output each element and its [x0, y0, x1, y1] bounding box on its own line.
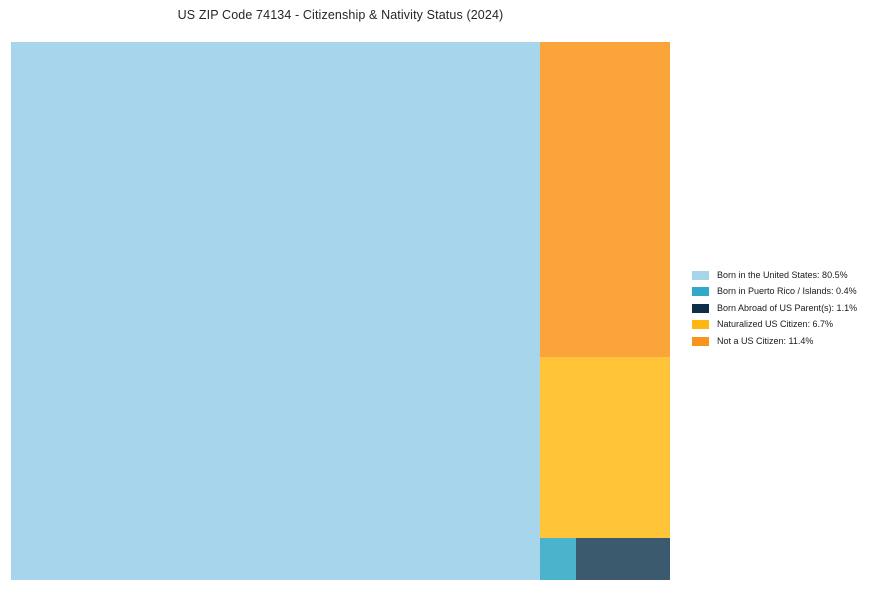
legend-swatch-icon — [692, 303, 709, 313]
legend-item-naturalized-us-citizen[interactable]: Naturalized US Citizen: 6.7% — [692, 317, 882, 334]
legend-item-born-abroad-of-us-parents[interactable]: Born Abroad of US Parent(s): 1.1% — [692, 300, 882, 317]
treemap-tile-born-in-puerto-rico-islands[interactable] — [540, 538, 576, 580]
chart-title: US ZIP Code 74134 - Citizenship & Nativi… — [177, 8, 504, 22]
treemap-plot-area — [11, 42, 670, 580]
legend-item-label: Born in the United States: 80.5% — [717, 269, 848, 280]
treemap-tile-born-in-the-united-states[interactable] — [11, 42, 540, 580]
legend-item-born-in-the-united-states[interactable]: Born in the United States: 80.5% — [692, 267, 882, 284]
chart-legend: Born in the United States: 80.5% Born in… — [692, 267, 882, 350]
legend-swatch-icon — [692, 320, 709, 330]
legend-item-label: Born in Puerto Rico / Islands: 0.4% — [717, 286, 857, 297]
legend-item-label: Naturalized US Citizen: 6.7% — [717, 319, 834, 330]
legend-swatch-icon — [692, 336, 709, 346]
legend-swatch-icon — [692, 287, 709, 297]
legend-item-born-in-puerto-rico-islands[interactable]: Born in Puerto Rico / Islands: 0.4% — [692, 284, 882, 301]
legend-item-not-a-us-citizen[interactable]: Not a US Citizen: 11.4% — [692, 333, 882, 350]
legend-swatch-icon — [692, 270, 709, 280]
treemap-tile-naturalized-us-citizen[interactable] — [540, 357, 670, 538]
treemap-tile-born-abroad-of-us-parents[interactable] — [576, 538, 670, 580]
legend-item-label: Born Abroad of US Parent(s): 1.1% — [717, 302, 858, 313]
treemap-tile-not-a-us-citizen[interactable] — [540, 42, 670, 357]
legend-item-label: Not a US Citizen: 11.4% — [717, 335, 814, 346]
